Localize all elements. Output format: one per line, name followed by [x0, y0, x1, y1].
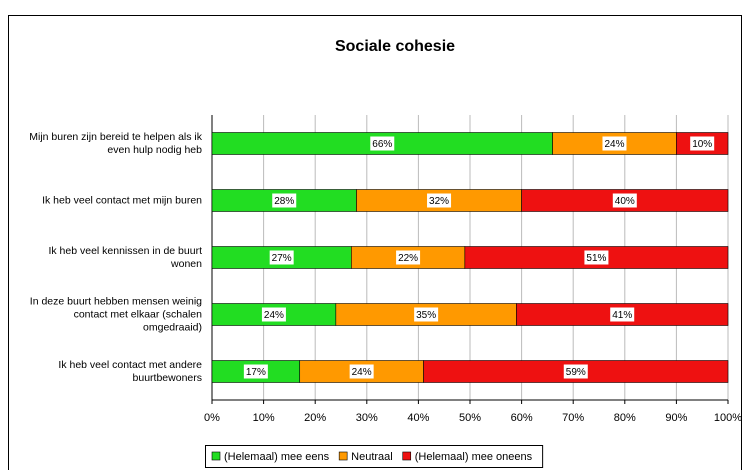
value-label: 40%: [615, 196, 635, 207]
y-tick-label: Mijn buren zijn bereid te helpen als ik …: [29, 130, 202, 156]
value-label: 24%: [264, 310, 284, 321]
x-tick-label: 20%: [304, 412, 326, 424]
value-label: 59%: [566, 367, 586, 378]
chart-title: Sociale cohesie: [335, 38, 455, 55]
y-tick-label: Ik heb veel contact met mijn buren: [42, 194, 202, 206]
legend-label: (Helemaal) mee oneens: [415, 451, 533, 463]
x-tick-label: 80%: [614, 412, 636, 424]
value-label-box: [272, 193, 297, 208]
value-label-box: [610, 307, 635, 322]
y-tick-label: In deze buurt hebben mensen weinig conta…: [29, 295, 202, 333]
legend-swatch: [402, 451, 412, 461]
value-label-box: [612, 193, 637, 208]
y-tick-label: Ik heb veel kennissen in de buurt wonen: [48, 244, 202, 270]
value-label-box: [349, 364, 374, 379]
value-label: 28%: [274, 196, 294, 207]
value-label: 51%: [586, 253, 606, 264]
x-tick-label: 100%: [714, 412, 742, 424]
value-label: 22%: [398, 253, 418, 264]
legend-label: (Helemaal) mee eens: [224, 451, 330, 463]
legend-swatch: [338, 451, 348, 461]
value-label-box: [584, 250, 609, 265]
value-label: 41%: [612, 310, 632, 321]
legend-label: Neutraal: [351, 451, 393, 463]
value-label: 35%: [416, 310, 436, 321]
value-label: 24%: [352, 367, 372, 378]
value-label: 66%: [372, 139, 392, 150]
x-tick-label: 90%: [665, 412, 687, 424]
value-label-box: [370, 136, 395, 151]
value-label-box: [414, 307, 439, 322]
value-label: 10%: [692, 139, 712, 150]
value-label-box: [269, 250, 294, 265]
value-label-box: [261, 307, 286, 322]
value-label-box: [396, 250, 421, 265]
x-tick-label: 40%: [407, 412, 429, 424]
value-label: 32%: [429, 196, 449, 207]
x-tick-label: 70%: [562, 412, 584, 424]
value-label: 27%: [272, 253, 292, 264]
legend-box: [205, 445, 544, 468]
x-tick-label: 30%: [356, 412, 378, 424]
x-tick-label: 10%: [253, 412, 275, 424]
value-label: 17%: [246, 367, 266, 378]
x-tick-label: 50%: [459, 412, 481, 424]
chart-border: [8, 15, 742, 470]
y-tick-label: Ik heb veel contact met andere buurtbewo…: [58, 358, 202, 384]
legend-swatch: [211, 451, 221, 461]
value-label-box: [563, 364, 588, 379]
value-label-box: [243, 364, 268, 379]
value-label-box: [602, 136, 627, 151]
value-label-box: [427, 193, 452, 208]
x-tick-label: 0%: [204, 412, 220, 424]
x-tick-label: 60%: [511, 412, 533, 424]
value-label-box: [690, 136, 715, 151]
value-label: 24%: [604, 139, 624, 150]
